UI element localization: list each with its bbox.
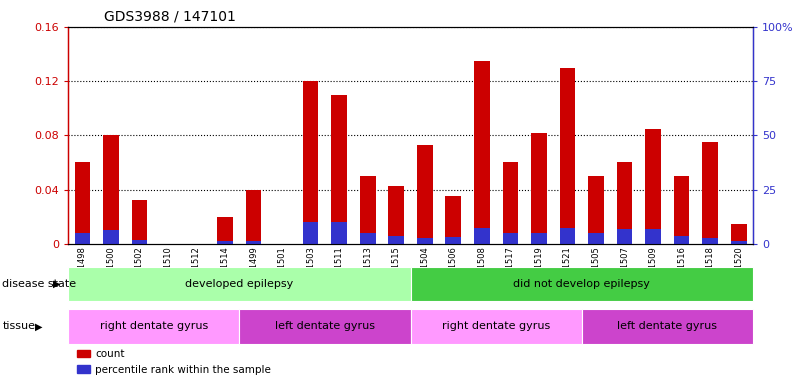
Bar	[560, 228, 575, 244]
Bar	[246, 241, 261, 244]
Bar	[239, 309, 410, 344]
Bar	[474, 61, 489, 244]
Bar	[217, 241, 233, 244]
Bar	[217, 217, 233, 244]
Bar	[502, 233, 518, 244]
Bar	[131, 240, 147, 244]
Bar	[702, 142, 718, 244]
Bar	[246, 190, 261, 244]
Text: did not develop epilepsy: did not develop epilepsy	[513, 279, 650, 289]
Bar	[731, 223, 747, 244]
Text: left dentate gyrus: left dentate gyrus	[275, 321, 375, 331]
Text: ▶: ▶	[54, 279, 61, 289]
Bar	[410, 309, 582, 344]
Bar	[560, 68, 575, 244]
Legend: count, percentile rank within the sample: count, percentile rank within the sample	[74, 345, 276, 379]
Text: right dentate gyrus: right dentate gyrus	[442, 321, 550, 331]
Bar	[103, 136, 119, 244]
Text: ▶: ▶	[35, 321, 42, 331]
Text: right dentate gyrus: right dentate gyrus	[99, 321, 207, 331]
Bar	[474, 228, 489, 244]
Bar	[531, 233, 547, 244]
Bar	[388, 236, 404, 244]
Bar	[103, 230, 119, 244]
Bar	[502, 162, 518, 244]
Bar	[417, 145, 433, 244]
Bar	[588, 233, 604, 244]
Bar	[646, 129, 661, 244]
Bar	[445, 237, 461, 244]
Bar	[417, 238, 433, 244]
Text: tissue: tissue	[2, 321, 35, 331]
Bar	[617, 229, 632, 244]
Bar	[646, 229, 661, 244]
Text: disease state: disease state	[2, 279, 77, 289]
Bar	[410, 267, 753, 301]
Text: left dentate gyrus: left dentate gyrus	[618, 321, 718, 331]
Bar	[388, 185, 404, 244]
Bar	[588, 176, 604, 244]
Bar	[617, 162, 632, 244]
Text: GDS3988 / 147101: GDS3988 / 147101	[104, 10, 236, 23]
Bar	[674, 236, 690, 244]
Bar	[332, 95, 347, 244]
Bar	[131, 200, 147, 244]
Bar	[531, 132, 547, 244]
Bar	[74, 233, 91, 244]
Bar	[731, 241, 747, 244]
Bar	[582, 309, 753, 344]
Bar	[702, 238, 718, 244]
Bar	[68, 309, 239, 344]
Bar	[332, 222, 347, 244]
Bar	[360, 233, 376, 244]
Bar	[303, 81, 319, 244]
Bar	[74, 162, 91, 244]
Bar	[68, 267, 410, 301]
Bar	[360, 176, 376, 244]
Bar	[445, 196, 461, 244]
Bar	[303, 222, 319, 244]
Text: developed epilepsy: developed epilepsy	[185, 279, 293, 289]
Bar	[674, 176, 690, 244]
